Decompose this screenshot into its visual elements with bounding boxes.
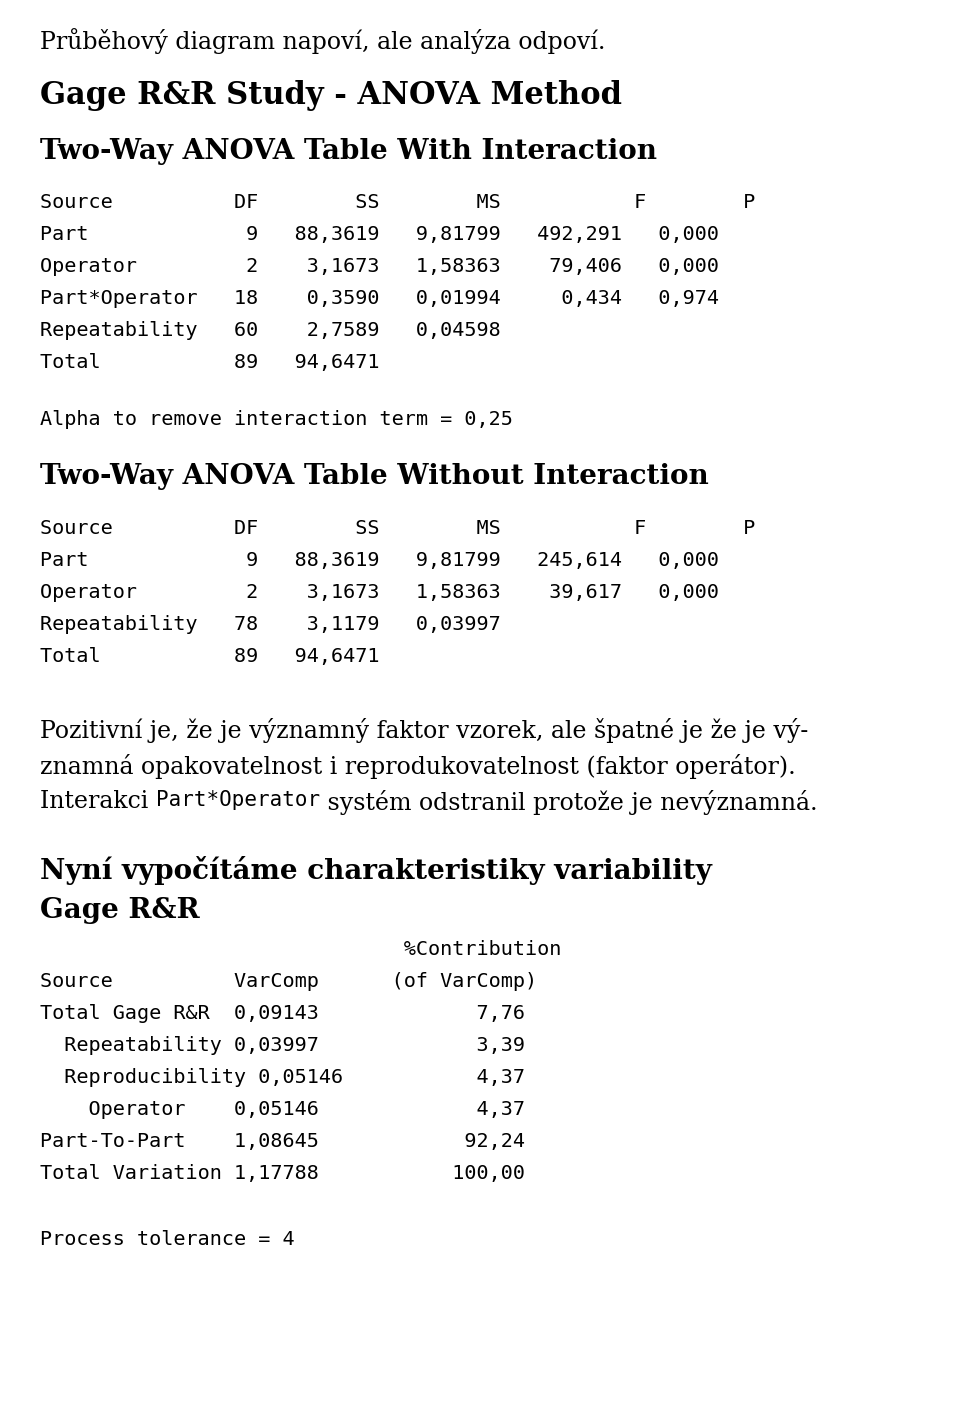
Text: Repeatability 0,03997             3,39: Repeatability 0,03997 3,39 [40,1036,525,1054]
Text: Total           89   94,6471: Total 89 94,6471 [40,646,379,666]
Text: Pozitivní je, že je významný faktor vzorek, ale špatné je že je vý-: Pozitivní je, že je významný faktor vzor… [40,718,808,743]
Text: znamná opakovatelnost i reprodukovatelnost (faktor operátor).: znamná opakovatelnost i reprodukovatelno… [40,754,796,780]
Text: Gage R&R Study - ANOVA Method: Gage R&R Study - ANOVA Method [40,80,622,111]
Text: Source          VarComp      (of VarComp): Source VarComp (of VarComp) [40,972,538,991]
Text: Total Gage R&R  0,09143             7,76: Total Gage R&R 0,09143 7,76 [40,1004,525,1023]
Text: Nyní vypočítáme charakteristiky variability: Nyní vypočítáme charakteristiky variabil… [40,857,712,885]
Text: Source          DF        SS        MS           F        P: Source DF SS MS F P [40,519,756,538]
Text: Two-Way ANOVA Table With Interaction: Two-Way ANOVA Table With Interaction [40,137,657,165]
Text: Gage R&R: Gage R&R [40,897,200,924]
Text: Part*Operator: Part*Operator [156,789,320,810]
Text: Part             9   88,3619   9,81799   245,614   0,000: Part 9 88,3619 9,81799 245,614 0,000 [40,551,719,571]
Text: Interakci: Interakci [40,789,156,813]
Text: Total           89   94,6471: Total 89 94,6471 [40,353,379,372]
Text: Operator    0,05146             4,37: Operator 0,05146 4,37 [40,1101,525,1119]
Text: %Contribution: %Contribution [40,939,562,959]
Text: Průběhový diagram napoví, ale analýza odpoví.: Průběhový diagram napoví, ale analýza od… [40,28,606,55]
Text: Reproducibility 0,05146           4,37: Reproducibility 0,05146 4,37 [40,1068,525,1087]
Text: Repeatability   78    3,1179   0,03997: Repeatability 78 3,1179 0,03997 [40,615,501,634]
Text: Alpha to remove interaction term = 0,25: Alpha to remove interaction term = 0,25 [40,409,513,429]
Text: Process tolerance = 4: Process tolerance = 4 [40,1230,295,1249]
Text: Total Variation 1,17788           100,00: Total Variation 1,17788 100,00 [40,1164,525,1183]
Text: Part             9   88,3619   9,81799   492,291   0,000: Part 9 88,3619 9,81799 492,291 0,000 [40,224,719,244]
Text: systém odstranil protože je nevýznamná.: systém odstranil protože je nevýznamná. [320,789,818,815]
Text: Part-To-Part    1,08645            92,24: Part-To-Part 1,08645 92,24 [40,1131,525,1151]
Text: Source          DF        SS        MS           F        P: Source DF SS MS F P [40,193,756,212]
Text: Two-Way ANOVA Table Without Interaction: Two-Way ANOVA Table Without Interaction [40,463,708,491]
Text: Operator         2    3,1673   1,58363    39,617   0,000: Operator 2 3,1673 1,58363 39,617 0,000 [40,583,719,601]
Text: Repeatability   60    2,7589   0,04598: Repeatability 60 2,7589 0,04598 [40,321,501,341]
Text: Part*Operator   18    0,3590   0,01994     0,434   0,974: Part*Operator 18 0,3590 0,01994 0,434 0,… [40,289,719,308]
Text: Operator         2    3,1673   1,58363    79,406   0,000: Operator 2 3,1673 1,58363 79,406 0,000 [40,257,719,276]
